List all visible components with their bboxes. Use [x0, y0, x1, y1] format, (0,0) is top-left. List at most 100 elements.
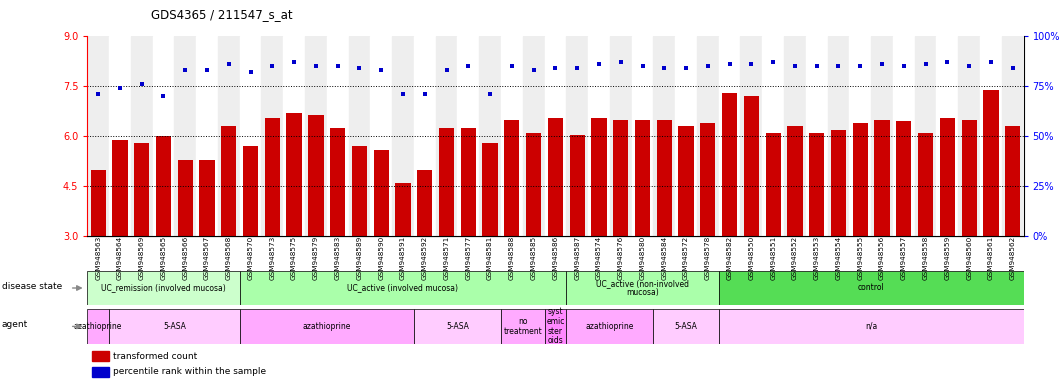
- Bar: [152, 36, 174, 236]
- Bar: [718, 271, 1024, 305]
- Text: azathioprine: azathioprine: [302, 322, 351, 331]
- Text: 5-ASA: 5-ASA: [446, 322, 469, 331]
- Text: n/a: n/a: [865, 322, 878, 331]
- Bar: [784, 36, 805, 236]
- Point: [89, 91, 106, 98]
- Bar: [980, 36, 1002, 236]
- Bar: [656, 120, 671, 236]
- Bar: [653, 36, 676, 236]
- Bar: [569, 135, 585, 236]
- Point: [568, 65, 585, 71]
- Bar: [744, 96, 759, 236]
- Bar: [610, 36, 632, 236]
- Point: [699, 63, 716, 70]
- Point: [917, 61, 934, 68]
- Bar: [762, 36, 784, 236]
- Bar: [918, 133, 933, 236]
- Point: [591, 61, 608, 68]
- Bar: [199, 160, 215, 236]
- Bar: [90, 170, 105, 236]
- Bar: [809, 133, 825, 236]
- Bar: [109, 36, 131, 236]
- Text: UC_remission (involved mucosa): UC_remission (involved mucosa): [101, 283, 226, 293]
- Bar: [92, 367, 109, 377]
- Bar: [349, 36, 370, 236]
- Bar: [239, 309, 414, 344]
- Point: [961, 63, 978, 70]
- Text: syst
emic
ster
oids: syst emic ster oids: [546, 307, 565, 346]
- Bar: [722, 93, 737, 236]
- Point: [177, 67, 194, 73]
- Bar: [414, 36, 435, 236]
- Bar: [936, 36, 959, 236]
- Point: [264, 63, 281, 70]
- Bar: [239, 36, 262, 236]
- Bar: [92, 351, 109, 361]
- Bar: [501, 36, 522, 236]
- Text: agent: agent: [2, 320, 28, 329]
- Bar: [370, 36, 393, 236]
- Point: [634, 63, 651, 70]
- Bar: [352, 146, 367, 236]
- Bar: [109, 309, 239, 344]
- Point: [786, 63, 803, 70]
- Point: [438, 67, 455, 73]
- Bar: [592, 118, 606, 236]
- Point: [809, 63, 826, 70]
- Bar: [373, 150, 388, 236]
- Bar: [588, 36, 610, 236]
- Bar: [196, 36, 218, 236]
- Bar: [134, 143, 149, 236]
- Bar: [479, 36, 501, 236]
- Point: [351, 65, 368, 71]
- Bar: [765, 133, 781, 236]
- Bar: [896, 121, 912, 236]
- Bar: [458, 36, 479, 236]
- Point: [329, 63, 346, 70]
- Point: [503, 63, 520, 70]
- Bar: [113, 140, 128, 236]
- Bar: [218, 36, 239, 236]
- Point: [285, 60, 302, 66]
- Bar: [501, 309, 545, 344]
- Bar: [526, 133, 542, 236]
- Bar: [700, 123, 715, 236]
- Bar: [787, 126, 802, 236]
- Bar: [718, 309, 1024, 344]
- Point: [220, 61, 237, 68]
- Bar: [330, 128, 346, 236]
- Bar: [265, 118, 280, 236]
- Bar: [131, 36, 152, 236]
- Bar: [262, 36, 283, 236]
- Point: [242, 70, 259, 76]
- Point: [526, 67, 543, 73]
- Bar: [893, 36, 915, 236]
- Bar: [548, 118, 563, 236]
- Bar: [286, 113, 302, 236]
- Bar: [327, 36, 349, 236]
- Bar: [305, 36, 327, 236]
- Bar: [741, 36, 762, 236]
- Text: percentile rank within the sample: percentile rank within the sample: [113, 367, 266, 376]
- Bar: [435, 36, 458, 236]
- Bar: [566, 309, 653, 344]
- Bar: [566, 36, 588, 236]
- Text: 5-ASA: 5-ASA: [163, 322, 186, 331]
- Bar: [983, 90, 998, 236]
- Bar: [828, 36, 849, 236]
- Bar: [221, 126, 236, 236]
- Bar: [566, 271, 718, 305]
- Text: disease state: disease state: [2, 282, 62, 291]
- Point: [133, 81, 150, 88]
- Bar: [632, 36, 653, 236]
- Text: no
treatment: no treatment: [503, 317, 543, 336]
- Bar: [178, 160, 193, 236]
- Bar: [849, 36, 871, 236]
- Point: [547, 65, 564, 71]
- Bar: [940, 118, 955, 236]
- Bar: [959, 36, 980, 236]
- Point: [395, 91, 412, 98]
- Point: [1004, 65, 1021, 71]
- Bar: [417, 170, 432, 236]
- Point: [155, 93, 172, 99]
